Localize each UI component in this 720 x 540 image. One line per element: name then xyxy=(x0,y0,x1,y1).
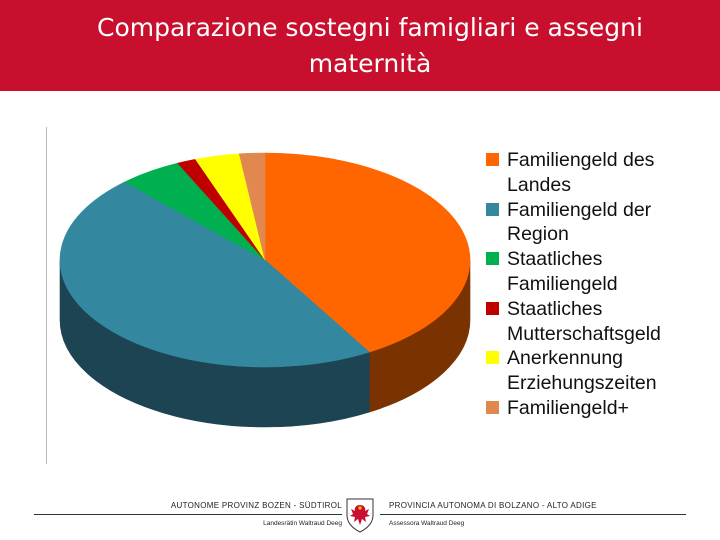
legend-item: Familiengeld der Region xyxy=(486,198,716,248)
legend-item: Familiengeld des Landes xyxy=(486,148,716,198)
legend-item: Anerkennung Erziehungszeiten xyxy=(486,346,716,396)
chart-legend: Familiengeld des Landes Familiengeld der … xyxy=(486,148,716,421)
legend-swatch xyxy=(486,301,499,315)
legend-label: Staatliches Mutterschaftsgeld xyxy=(507,297,661,345)
legend-item: Staatliches Mutterschaftsgeld xyxy=(486,297,716,347)
pie-slice xyxy=(238,152,266,261)
footer-rule-right xyxy=(380,514,686,515)
legend-label: Staatliches Familiengeld xyxy=(507,248,618,295)
vertical-divider xyxy=(46,127,47,464)
legend-item: Staatliches Familiengeld xyxy=(486,247,716,297)
legend-label: Familiengeld+ xyxy=(507,396,629,419)
legend-item: Familiengeld+ xyxy=(486,396,716,421)
footer-councillor-de: Landesrätin Waltraud Deeg xyxy=(263,520,342,527)
legend-swatch xyxy=(486,351,499,365)
footer-rule-left xyxy=(34,514,342,515)
title-bar: Comparazione sostegni famigliari e asseg… xyxy=(0,0,720,91)
legend-label: Anerkennung Erziehungszeiten xyxy=(507,347,657,395)
province-crest-icon xyxy=(346,498,374,533)
footer-councillor-it: Assessora Waltraud Deeg xyxy=(389,520,465,527)
legend-label: Familiengeld des Landes xyxy=(507,149,655,196)
legend-swatch xyxy=(486,252,499,266)
footer: AUTONOME PROVINZ BOZEN - SÜDTIROL Landes… xyxy=(0,495,720,540)
footer-province-it: PROVINCIA AUTONOMA DI BOLZANO - ALTO ADI… xyxy=(389,501,597,510)
pie-slice xyxy=(59,181,370,368)
legend-swatch xyxy=(486,202,499,216)
legend-swatch xyxy=(486,400,499,414)
legend-label: Familiengeld der Region xyxy=(507,198,652,246)
footer-province-de: AUTONOME PROVINZ BOZEN - SÜDTIROL xyxy=(170,501,342,510)
slide-title: Comparazione sostegni famigliari e asseg… xyxy=(97,13,643,78)
legend-swatch xyxy=(486,153,499,166)
pie-slice xyxy=(264,152,471,353)
